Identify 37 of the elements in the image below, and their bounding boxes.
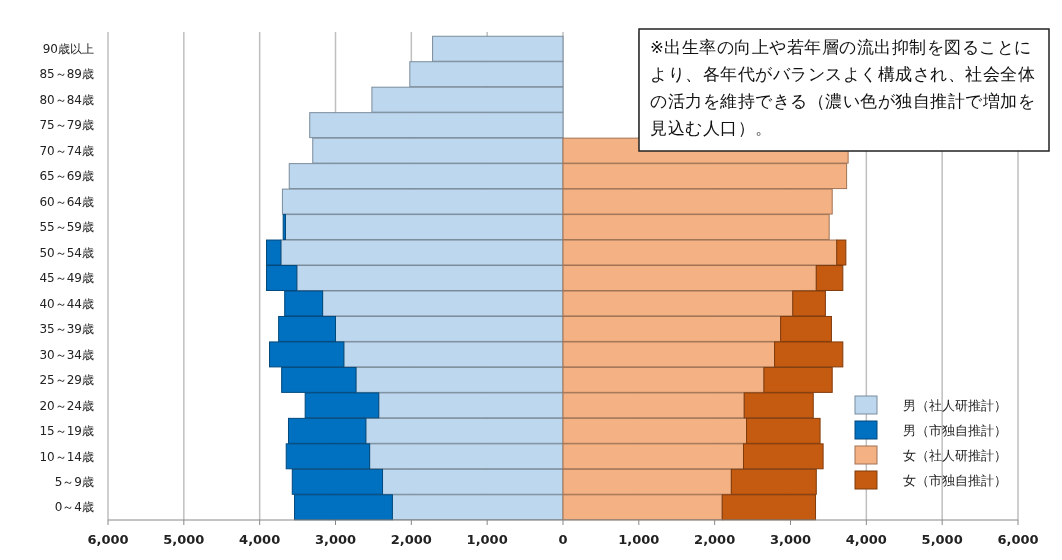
y-tick-label: 85～89歳 <box>39 67 94 82</box>
y-tick-label: 80～84歳 <box>39 92 94 107</box>
x-tick-label: 5,000 <box>163 532 205 547</box>
y-tick-label: 55～59歳 <box>39 220 94 235</box>
y-tick-label: 20～24歳 <box>39 398 94 413</box>
y-tick-label: 40～44歳 <box>39 296 94 311</box>
x-tick-label: 6,000 <box>87 532 129 547</box>
legend-label: 男（市独自推計） <box>903 422 1007 438</box>
y-tick-label: 75～79歳 <box>39 118 94 133</box>
y-tick-label: 45～49歳 <box>39 271 94 286</box>
y-tick-label: 35～39歳 <box>39 322 94 337</box>
y-tick-label: 25～29歳 <box>39 373 94 388</box>
y-tick-label: 50～54歳 <box>39 245 94 260</box>
y-tick-label: 0～4歳 <box>54 500 94 515</box>
legend-label: 女（市独自推計） <box>903 472 1007 488</box>
x-tick-label: 4,000 <box>239 532 281 547</box>
x-tick-label: 2,000 <box>694 532 736 547</box>
y-tick-label: 15～19歳 <box>39 424 94 439</box>
legend-label: 男（社人研推計） <box>903 397 1007 413</box>
x-tick-label: 6,000 <box>997 532 1039 547</box>
y-tick-label: 5～9歳 <box>54 474 94 489</box>
x-tick-label: 2,000 <box>390 532 432 547</box>
x-tick-label: 5,000 <box>921 532 963 547</box>
x-tick-label: 1,000 <box>618 532 660 547</box>
x-tick-label: 1,000 <box>466 532 508 547</box>
legend-label: 女（社人研推計） <box>903 447 1007 463</box>
y-tick-label: 10～14歳 <box>39 449 94 464</box>
x-tick-label: 3,000 <box>769 532 812 547</box>
x-tick-label: 3,000 <box>314 532 357 547</box>
x-tick-label: 0 <box>558 532 568 547</box>
y-tick-label: 65～69歳 <box>39 169 94 184</box>
x-tick-label: 4,000 <box>845 532 887 547</box>
annotation: ※出生率の向上や若年層の流出抑制を図ることにより、各年代がバランスよく構成され、社会全体の活力を維持できる（濃い色が独自推計で増加を見込む人口）。 <box>650 37 1036 140</box>
y-tick-label: 70～74歳 <box>39 143 94 158</box>
y-tick-label: 30～34歳 <box>39 347 94 362</box>
y-tick-label: 90歳以上 <box>42 41 94 56</box>
y-tick-label: 60～64歳 <box>39 194 94 209</box>
